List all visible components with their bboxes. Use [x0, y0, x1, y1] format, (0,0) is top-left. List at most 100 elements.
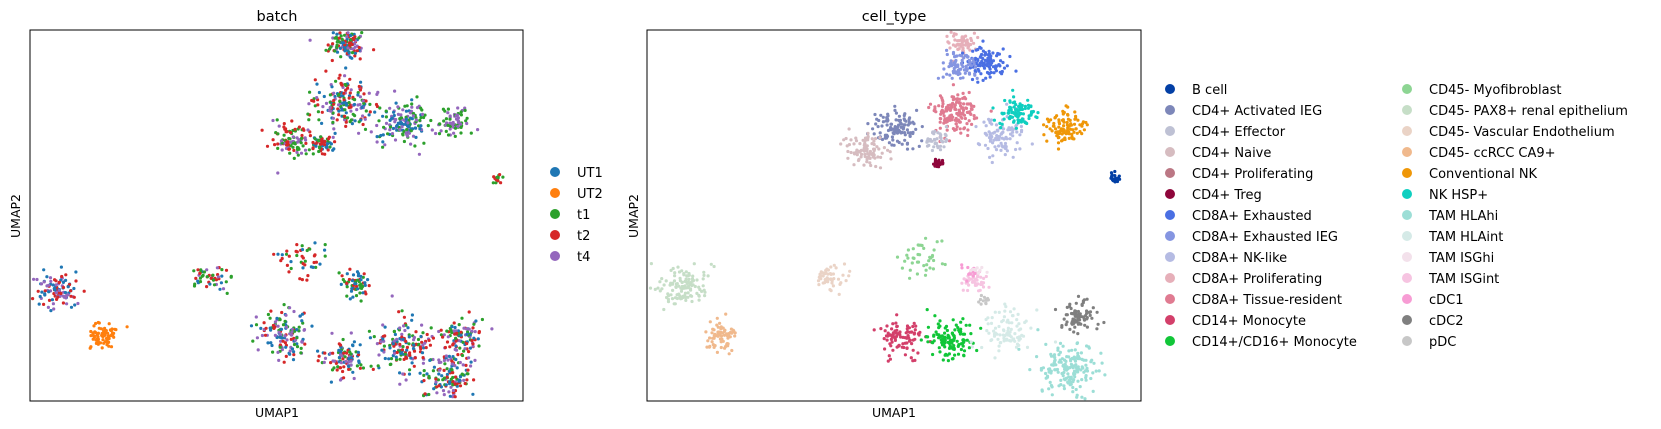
scatter-point [290, 119, 294, 123]
scatter-point [430, 128, 434, 132]
scatter-point [436, 378, 440, 382]
scatter-point [352, 32, 356, 36]
scatter-point [428, 358, 432, 362]
scatter-point [96, 320, 100, 325]
scatter-point [691, 278, 696, 283]
scatter-point [405, 104, 409, 108]
scatter-point [325, 142, 330, 146]
scatter-point [446, 133, 451, 137]
x-axis-label-batch: UMAP1 [255, 405, 299, 420]
scatter-point [910, 330, 914, 334]
scatter-point [1045, 125, 1049, 129]
scatter-point [347, 277, 351, 282]
scatter-point [965, 279, 969, 283]
scatter-point [890, 327, 894, 331]
scatter-point [39, 282, 44, 286]
scatter-point [353, 42, 357, 46]
scatter-point [405, 128, 409, 132]
scatter-point [955, 339, 959, 343]
scatter-point [323, 152, 327, 156]
scatter-point [467, 356, 471, 360]
scatter-point [979, 326, 983, 330]
scatter-point [453, 347, 457, 352]
scatter-point [984, 76, 988, 80]
scatter-point [912, 332, 916, 336]
scatter-point [339, 55, 343, 59]
scatter-point [950, 331, 955, 335]
scatter-point [449, 377, 453, 381]
scatter-point [66, 285, 70, 289]
scatter-point [394, 355, 398, 359]
scatter-point [890, 143, 894, 147]
legend-label: CD4+ Effector [1192, 125, 1286, 140]
scatter-point [382, 125, 386, 129]
scatter-point [326, 43, 330, 47]
scatter-point [399, 113, 403, 117]
scatter-point [1072, 122, 1077, 126]
scatter-point [1071, 385, 1075, 390]
scatter-point [364, 99, 368, 103]
scatter-point [218, 287, 222, 291]
legend-marker [1165, 168, 1175, 178]
scatter-point [449, 124, 453, 128]
scatter-point [405, 348, 409, 352]
scatter-point [328, 105, 332, 110]
scatter-point [970, 107, 974, 111]
scatter-point [1096, 322, 1100, 326]
scatter-point [451, 342, 455, 346]
scatter-point [47, 298, 52, 302]
scatter-point [976, 80, 980, 84]
scatter-point [314, 265, 318, 269]
scatter-point [939, 334, 943, 339]
scatter-point [1023, 104, 1027, 108]
scatter-point [491, 181, 495, 185]
scatter-point [461, 363, 465, 367]
scatter-point [899, 335, 903, 339]
scatter-point [373, 110, 377, 114]
scatter-point [465, 372, 469, 376]
x-axis-label-cell-type: UMAP1 [872, 405, 916, 420]
scatter-point [1000, 136, 1004, 140]
scatter-point [303, 259, 307, 263]
scatter-point [951, 98, 956, 102]
scatter-point [731, 328, 735, 332]
scatter-point [285, 143, 289, 147]
scatter-point [345, 35, 349, 39]
scatter-point [872, 142, 876, 147]
scatter-point [421, 331, 425, 335]
scatter-point [883, 329, 887, 333]
scatter-point [938, 319, 942, 323]
scatter-point [648, 286, 653, 290]
scatter-point [895, 313, 899, 317]
scatter-point [863, 139, 867, 143]
scatter-point [316, 359, 320, 363]
scatter-point [422, 379, 426, 383]
scatter-point [994, 148, 999, 152]
scatter-point [398, 357, 402, 361]
scatter-point [866, 122, 870, 126]
scatter-point [1035, 308, 1039, 312]
scatter-point [219, 281, 223, 285]
scatter-point [1073, 325, 1077, 329]
scatter-point [711, 336, 715, 340]
scatter-point [402, 315, 406, 319]
scatter-point [280, 253, 284, 257]
scatter-point [343, 74, 347, 78]
scatter-point [437, 384, 441, 388]
scatter-point [416, 337, 421, 342]
scatter-point [960, 58, 964, 63]
scatter-point [931, 352, 935, 357]
scatter-point [685, 274, 689, 278]
scatter-point [925, 308, 929, 312]
scatter-point [356, 272, 361, 276]
scatter-point [1007, 111, 1011, 115]
scatter-point [82, 289, 86, 293]
scatter-point [303, 342, 307, 346]
scatter-point [934, 110, 938, 114]
scatter-point [957, 70, 961, 74]
scatter-point [937, 158, 941, 162]
scatter-point [1085, 366, 1089, 370]
scatter-point [411, 111, 416, 116]
scatter-point [1081, 299, 1085, 303]
scatter-point [906, 248, 911, 252]
